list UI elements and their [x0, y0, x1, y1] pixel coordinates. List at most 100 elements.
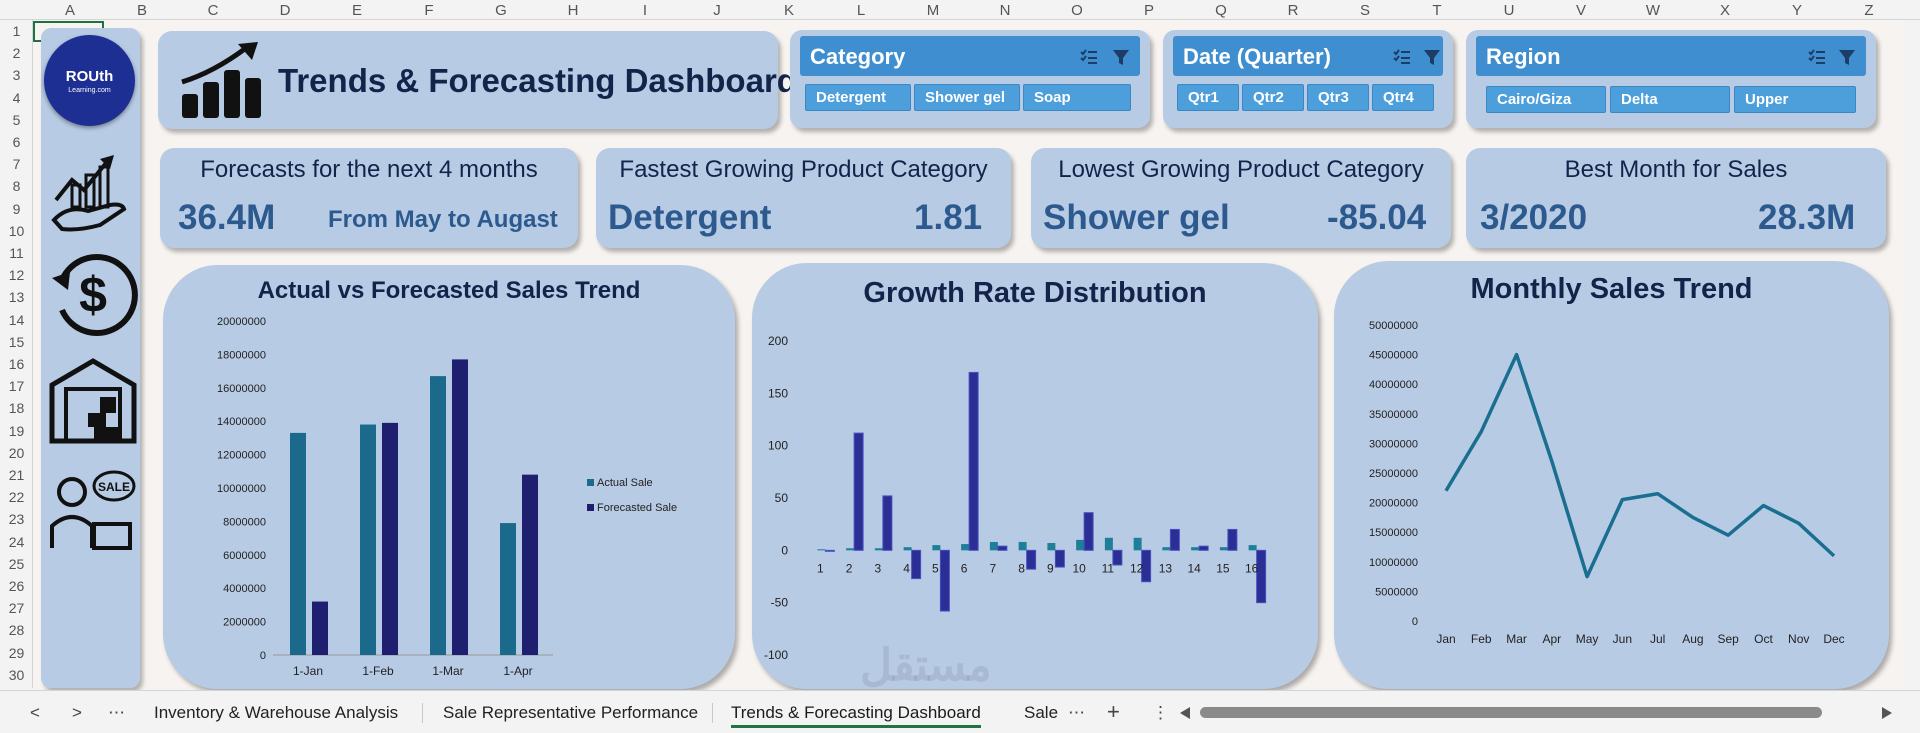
row-header[interactable]: 5 — [12, 111, 21, 128]
row-header[interactable]: 6 — [12, 134, 21, 150]
column-header[interactable]: U — [1503, 2, 1515, 19]
row-header[interactable]: 29 — [8, 644, 25, 661]
bar — [824, 549, 835, 552]
sales-person-icon[interactable]: SALE — [48, 470, 138, 550]
multi-select-icon[interactable] — [1393, 48, 1411, 66]
row-header[interactable]: 11 — [9, 245, 24, 261]
column-header[interactable]: Q — [1215, 2, 1227, 19]
row-header[interactable]: 4 — [12, 89, 21, 106]
more-sheets-button[interactable]: ⋯ — [108, 703, 125, 722]
column-header[interactable]: P — [1143, 2, 1155, 19]
slicer-item-delta[interactable]: Delta — [1610, 86, 1730, 113]
column-header[interactable]: A — [64, 2, 76, 19]
row-header[interactable]: 30 — [8, 666, 25, 683]
column-header[interactable]: G — [495, 2, 507, 19]
logo[interactable]: ROUth Learning.com — [44, 35, 135, 126]
tab-sale-rep[interactable]: Sale Representative Performance — [443, 703, 699, 722]
row-header[interactable]: 8 — [12, 178, 21, 195]
slicer-region: Region Cairo/Giza Delta Upper — [1466, 30, 1876, 128]
row-header[interactable]: 10 — [8, 222, 25, 239]
column-header[interactable]: S — [1359, 2, 1371, 19]
tab-sale[interactable]: Sale — [1024, 703, 1059, 722]
y-tick-label: 6000000 — [223, 550, 266, 562]
slicer-item-detergent[interactable]: Detergent — [805, 84, 911, 111]
row-header[interactable]: 14 — [8, 311, 25, 328]
dollar-refresh-icon[interactable]: $ — [48, 250, 138, 340]
horizontal-scrollbar[interactable] — [1200, 707, 1822, 718]
column-header[interactable]: K — [783, 2, 795, 19]
column-header[interactable]: Y — [1791, 2, 1803, 19]
bar — [1141, 549, 1152, 583]
row-header[interactable]: 25 — [8, 555, 25, 572]
column-header[interactable]: X — [1719, 2, 1731, 19]
column-header[interactable]: L — [856, 2, 866, 19]
column-header[interactable]: T — [1432, 2, 1442, 19]
next-sheet-button[interactable]: > — [72, 703, 82, 722]
column-header[interactable]: C — [207, 2, 219, 19]
add-sheet-button[interactable]: + — [1107, 699, 1120, 724]
row-header[interactable]: 2 — [12, 45, 21, 62]
row-header[interactable]: 19 — [8, 422, 25, 439]
row-header[interactable]: 24 — [8, 533, 25, 550]
warehouse-icon[interactable] — [48, 355, 138, 445]
slicer-item-upper[interactable]: Upper — [1734, 86, 1856, 113]
row-header[interactable]: 20 — [8, 444, 25, 461]
y-tick-label: 25000000 — [1369, 468, 1418, 480]
row-header[interactable]: 22 — [8, 489, 25, 506]
multi-select-icon[interactable] — [1080, 48, 1098, 66]
slicer-item-cairo-giza[interactable]: Cairo/Giza — [1486, 86, 1606, 113]
column-header[interactable]: B — [136, 2, 148, 19]
vertical-scrollbar[interactable] — [1903, 20, 1920, 688]
kpi-title: Fastest Growing Product Category — [619, 156, 988, 183]
column-header[interactable]: F — [424, 2, 434, 19]
column-header[interactable]: E — [351, 2, 363, 19]
row-header[interactable]: 7 — [12, 156, 21, 173]
row-header[interactable]: 12 — [8, 267, 25, 284]
x-tick-label: 9 — [1047, 561, 1054, 575]
clear-filter-icon[interactable] — [1423, 48, 1441, 66]
row-header[interactable]: 27 — [8, 600, 25, 617]
row-header[interactable]: 18 — [8, 400, 25, 417]
column-header[interactable]: W — [1645, 2, 1661, 19]
column-header[interactable]: H — [567, 2, 579, 19]
x-tick-label: 7 — [990, 561, 997, 575]
slicer-item-qtr1[interactable]: Qtr1 — [1177, 84, 1239, 111]
prev-sheet-button[interactable]: < — [30, 703, 40, 722]
tab-inventory[interactable]: Inventory & Warehouse Analysis — [154, 703, 399, 722]
scroll-right-icon[interactable] — [1882, 707, 1892, 719]
column-header[interactable]: M — [926, 2, 940, 19]
row-header[interactable]: 21 — [8, 467, 25, 483]
sheet-options-button[interactable]: ⋮ — [1152, 703, 1169, 722]
row-header[interactable]: 1 — [12, 23, 21, 39]
row-header[interactable]: 17 — [8, 378, 25, 395]
column-header[interactable]: R — [1287, 2, 1299, 19]
column-header[interactable]: I — [642, 2, 648, 19]
slicer-item-qtr3[interactable]: Qtr3 — [1307, 84, 1369, 111]
row-header[interactable]: 9 — [12, 200, 21, 217]
clear-filter-icon[interactable] — [1838, 48, 1856, 66]
multi-select-icon[interactable] — [1808, 48, 1826, 66]
row-header[interactable]: 13 — [8, 289, 25, 306]
row-header[interactable]: 16 — [8, 356, 25, 372]
row-header[interactable]: 28 — [8, 622, 25, 639]
slicer-item-shower-gel[interactable]: Shower gel — [914, 84, 1020, 111]
slicer-title: Date (Quarter) — [1183, 44, 1331, 69]
column-header[interactable]: N — [999, 2, 1011, 19]
growth-hand-icon[interactable] — [48, 145, 133, 235]
row-header[interactable]: 15 — [8, 333, 25, 350]
column-header[interactable]: V — [1575, 2, 1587, 19]
more-tabs-button[interactable]: ⋯ — [1068, 703, 1085, 722]
column-header[interactable]: Z — [1864, 2, 1874, 19]
slicer-item-qtr4[interactable]: Qtr4 — [1372, 84, 1434, 111]
scroll-left-icon[interactable] — [1180, 707, 1190, 719]
column-header[interactable]: O — [1071, 2, 1083, 19]
row-header[interactable]: 3 — [12, 67, 21, 84]
tab-trends-forecasting[interactable]: Trends & Forecasting Dashboard — [731, 703, 981, 728]
slicer-item-soap[interactable]: Soap — [1023, 84, 1131, 111]
column-header[interactable]: D — [279, 2, 291, 19]
slicer-item-qtr2[interactable]: Qtr2 — [1242, 84, 1304, 111]
row-header[interactable]: 23 — [8, 511, 25, 528]
column-header[interactable]: J — [713, 2, 721, 19]
clear-filter-icon[interactable] — [1112, 48, 1130, 66]
row-header[interactable]: 26 — [8, 578, 25, 594]
